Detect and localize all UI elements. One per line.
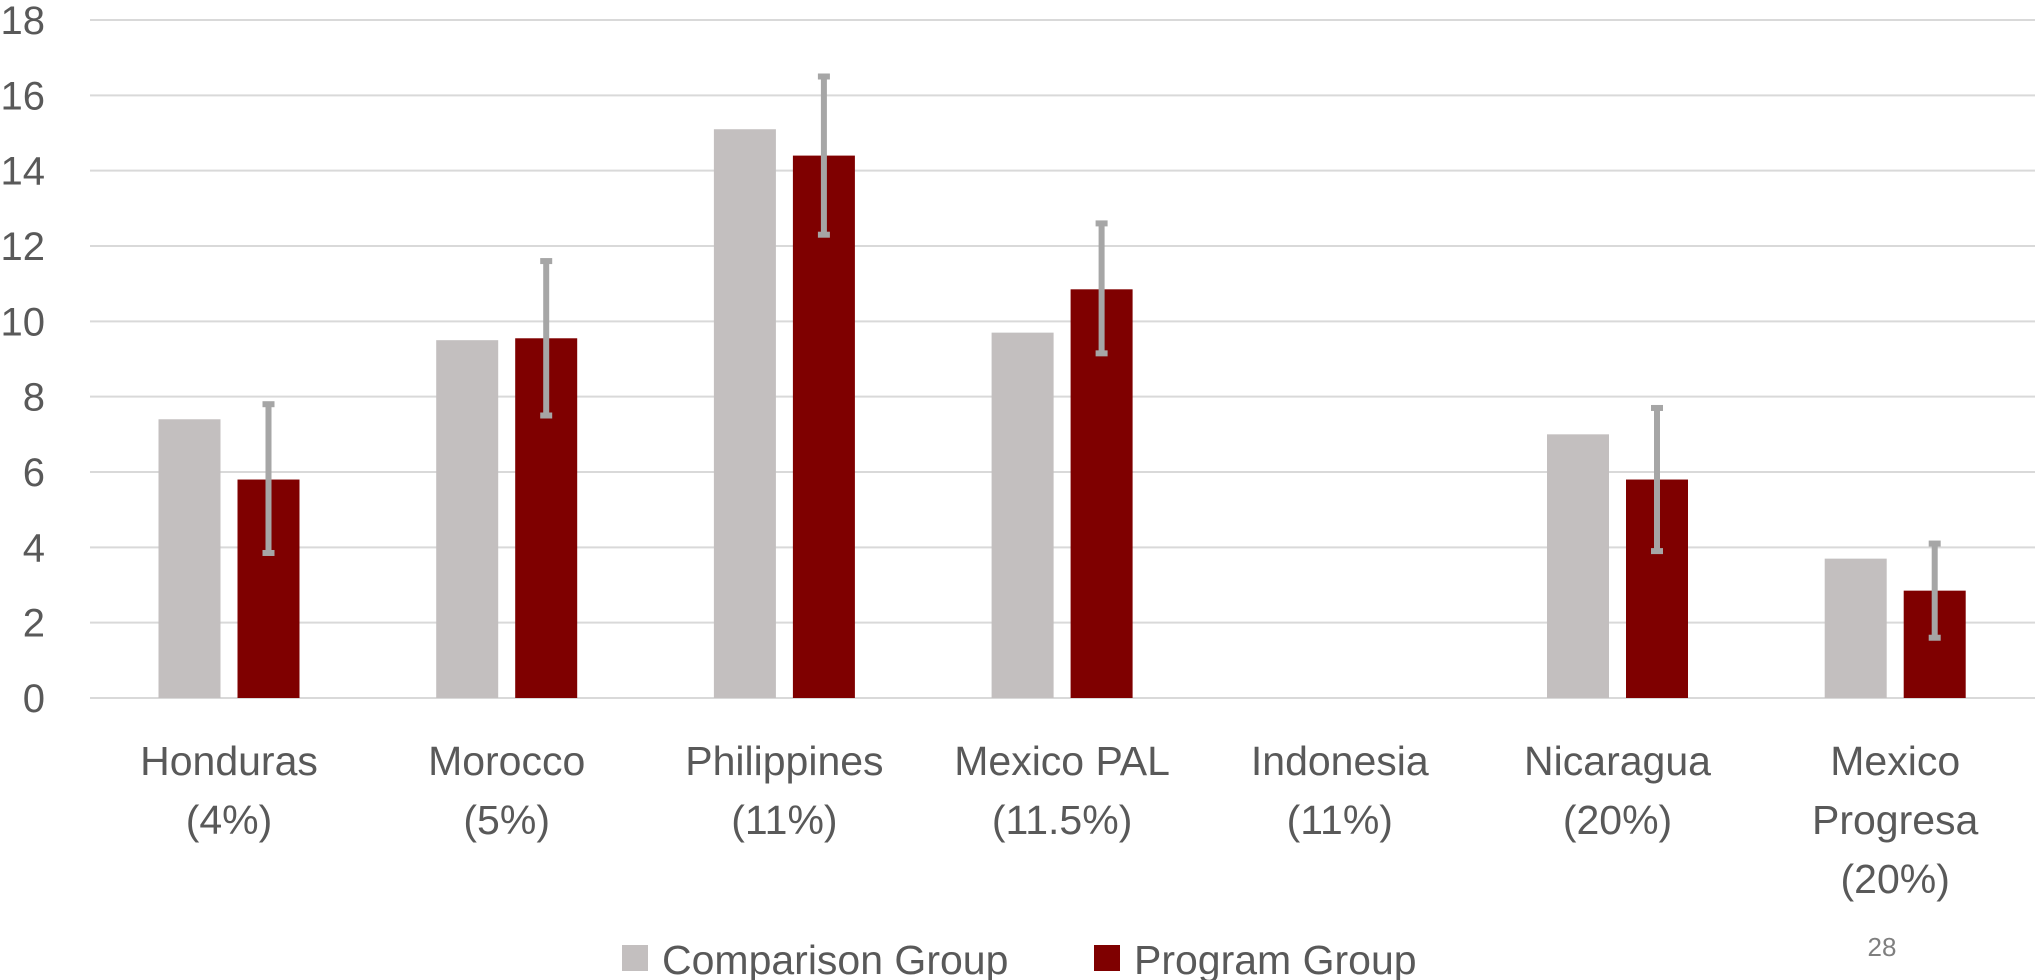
x-category-label: Morocco (5%) [428,738,585,843]
bar-comparison [991,332,1054,698]
bar-comparison [1824,558,1887,698]
legend-swatch-program [1094,945,1120,971]
error-bar [1928,540,1941,641]
bar-comparison [713,129,776,698]
y-axis-ticks: 0 2 4 6 8 10 12 14 16 18 [1,0,46,721]
error-bar [540,258,553,419]
y-tick-label: 6 [23,451,45,495]
y-tick-label: 16 [1,74,46,118]
x-category-label: Mexico Progresa (20%) [1812,738,1979,902]
y-tick-label: 8 [23,376,45,420]
legend: Comparison Group Program Group [622,937,1417,980]
x-category-label: Indonesia (11%) [1251,738,1429,843]
x-category-label: Nicaragua (20%) [1524,738,1711,843]
legend-swatch-comparison [622,945,648,971]
error-bar [1095,220,1108,357]
x-axis-labels: Honduras (4%) Morocco (5%) Philippines (11%) M… [140,738,1978,902]
bar-comparison [1547,434,1609,698]
y-tick-label: 12 [1,225,46,269]
bar-comparison [158,419,221,698]
gridlines [90,19,2035,699]
y-tick-label: 2 [23,602,45,646]
legend-label-program: Program Group [1134,937,1417,980]
bar-program [792,155,855,699]
bar-program [1070,289,1133,698]
page-number: 28 [1868,932,1897,962]
y-tick-label: 14 [1,150,46,194]
y-tick-label: 0 [23,677,45,721]
x-category-label: Mexico PAL (11.5%) [954,738,1170,843]
bar-comparison [436,340,499,698]
x-category-label: Honduras (4%) [140,738,318,843]
bars [158,129,1966,699]
x-category-label: Philippines (11%) [685,738,883,843]
legend-label-comparison: Comparison Group [662,937,1008,980]
y-tick-label: 10 [1,300,46,344]
error-bar [817,73,830,238]
error-bar [262,401,275,556]
error-bar [1651,404,1663,555]
error-bars [262,73,1941,641]
y-tick-label: 4 [23,526,45,570]
y-tick-label: 18 [1,0,46,43]
